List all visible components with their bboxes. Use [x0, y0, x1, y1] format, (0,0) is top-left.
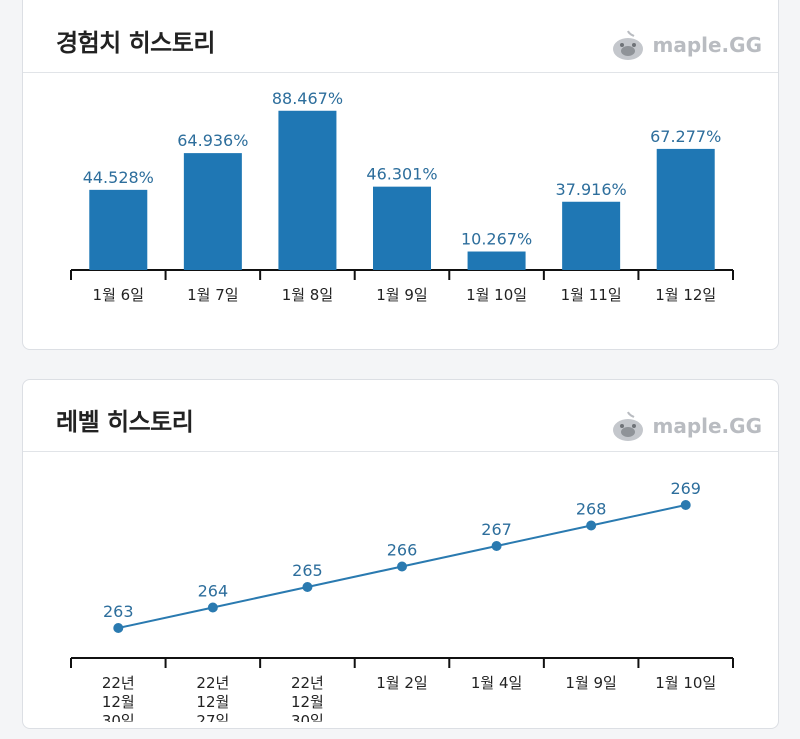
- x-tick-label: 22년 12월 30일: [102, 674, 135, 722]
- level-point: [113, 623, 124, 633]
- x-tick-label: 1월 6일: [93, 286, 144, 304]
- x-tick-label-line: 1월 2일: [376, 674, 427, 692]
- x-tick-label-line: 12월: [291, 693, 324, 711]
- slime-icon: [610, 410, 646, 442]
- x-tick-label-line: 22년: [196, 674, 229, 692]
- point-value-label: 264: [198, 582, 229, 601]
- bar: [278, 110, 337, 270]
- maplegg-logo: maple.GG: [610, 29, 762, 61]
- x-tick-label-line: 1월 9일: [565, 674, 616, 692]
- x-tick-label-line: 1월 4일: [471, 674, 522, 692]
- x-tick-label: 1월 4일: [471, 674, 522, 692]
- level-point: [302, 582, 313, 592]
- x-tick-label: 1월 10일: [466, 286, 527, 304]
- level-card-header: 레벨 히스토리 maple.GG: [23, 380, 778, 452]
- bar: [656, 148, 715, 270]
- x-tick-label: 1월 12일: [655, 286, 716, 304]
- exp-card-title: 경험치 히스토리: [56, 29, 215, 57]
- level-point: [680, 500, 691, 510]
- x-tick-label-line: 22년: [102, 674, 135, 692]
- bar-value-label: 64.936%: [177, 131, 248, 150]
- point-value-label: 263: [103, 602, 134, 621]
- x-tick-label-line: 22년: [291, 674, 324, 692]
- x-tick-label: 1월 10일: [655, 674, 716, 692]
- bar: [183, 153, 242, 270]
- x-tick-label-line: 30일: [291, 712, 324, 722]
- bar: [89, 189, 148, 270]
- x-tick-label-line: 12월: [196, 693, 229, 711]
- x-tick-label: 1월 9일: [565, 674, 616, 692]
- x-tick-label-line: 27일: [196, 712, 229, 722]
- bar-value-label: 44.528%: [83, 168, 154, 187]
- bar-value-label: 10.267%: [461, 230, 532, 249]
- point-value-label: 265: [292, 561, 323, 580]
- x-tick-label: 1월 11일: [561, 286, 622, 304]
- x-tick-label-line: 12월: [102, 693, 135, 711]
- x-tick-label: 1월 2일: [376, 674, 427, 692]
- slime-icon: [610, 29, 646, 61]
- level-point: [207, 602, 218, 613]
- exp-bar-chart: 44.528% 1월 6일 64.936% 1월 7일 88.467% 1월 8일 46.3…: [70, 89, 734, 304]
- level-point: [491, 541, 502, 551]
- bar: [373, 186, 431, 270]
- bar-value-label: 37.916%: [556, 180, 627, 199]
- bar-value-label: 46.301%: [366, 165, 437, 184]
- bar-value-label: 88.467%: [272, 89, 343, 108]
- maplegg-logo: maple.GG: [610, 410, 762, 442]
- point-value-label: 268: [576, 500, 607, 519]
- level-point: [586, 520, 597, 531]
- logo-text: maple.GG: [652, 33, 762, 57]
- point-value-label: 267: [481, 520, 512, 539]
- point-value-label: 266: [387, 541, 418, 560]
- x-tick-label: 22년 12월 27일: [196, 674, 229, 722]
- level-card-title: 레벨 히스토리: [56, 408, 194, 436]
- x-tick-label-line: 30일: [102, 712, 135, 722]
- x-tick-label: 1월 8일: [282, 286, 333, 304]
- bar: [467, 251, 526, 270]
- bar: [562, 201, 621, 270]
- bar-value-label: 67.277%: [650, 127, 721, 146]
- level-history-card: 레벨 히스토리 maple.GG 263 264 265 266 267 268 269 22…: [22, 379, 779, 729]
- x-tick-label: 1월 9일: [376, 286, 427, 304]
- x-tick-label: 1월 7일: [187, 286, 238, 304]
- x-tick-label: 22년 12월 30일: [291, 674, 324, 722]
- point-value-label: 269: [670, 479, 701, 498]
- exp-card-header: 경험치 히스토리 maple.GG: [23, 0, 778, 73]
- x-tick-label-line: 1월 10일: [655, 674, 716, 692]
- logo-text: maple.GG: [652, 414, 762, 438]
- exp-history-card: 경험치 히스토리 maple.GG 44.528% 1월 6일 64.936% 1월 …: [22, 0, 779, 350]
- level-point: [397, 561, 407, 572]
